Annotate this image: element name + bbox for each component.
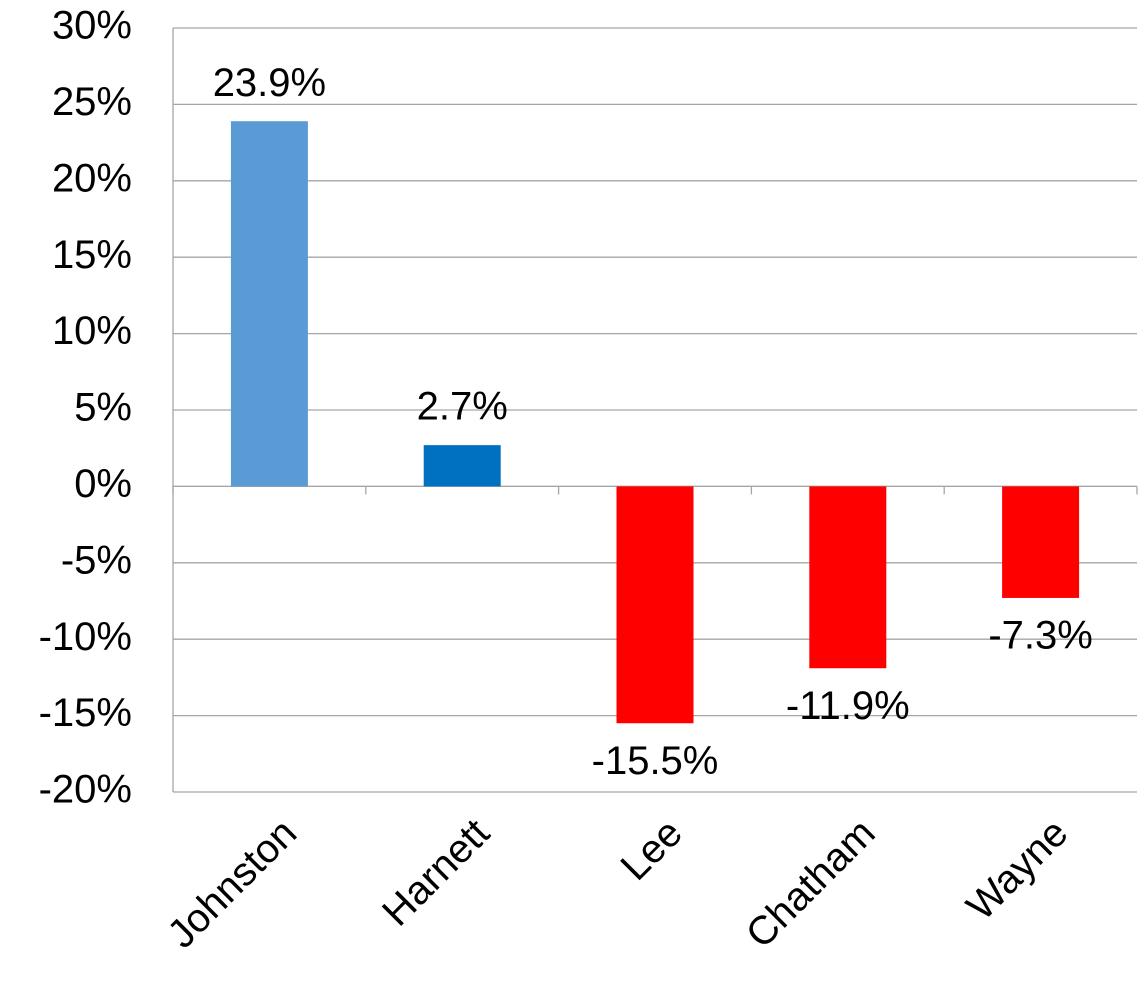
bar xyxy=(230,121,308,487)
bar xyxy=(616,486,694,724)
x-tick-label: Harnett xyxy=(374,811,498,935)
x-tick-label: Wayne xyxy=(958,811,1076,929)
x-tick-label: Chatham xyxy=(738,811,884,957)
value-label: -7.3% xyxy=(988,614,1093,658)
bar xyxy=(1002,486,1080,598)
y-tick-label: 20% xyxy=(52,156,132,200)
y-tick-label: -5% xyxy=(61,538,132,582)
y-tick-label: -15% xyxy=(39,691,132,735)
y-tick-label: 30% xyxy=(52,4,132,48)
value-label: -15.5% xyxy=(592,739,719,783)
y-tick-label: 25% xyxy=(52,80,132,124)
y-tick-label: 15% xyxy=(52,233,132,277)
y-tick-label: -10% xyxy=(39,615,132,659)
y-tick-label: 10% xyxy=(52,309,132,353)
value-label: 2.7% xyxy=(417,385,508,429)
y-tick-label: -20% xyxy=(39,768,132,812)
x-tick-label: Lee xyxy=(613,811,691,889)
y-tick-label: 5% xyxy=(74,386,132,430)
value-label: 23.9% xyxy=(213,61,326,105)
x-tick-label: Johnston xyxy=(159,811,305,957)
bar xyxy=(809,486,887,669)
value-label: -11.9% xyxy=(786,684,910,728)
y-tick-label: 0% xyxy=(74,462,132,506)
bar xyxy=(423,445,501,487)
